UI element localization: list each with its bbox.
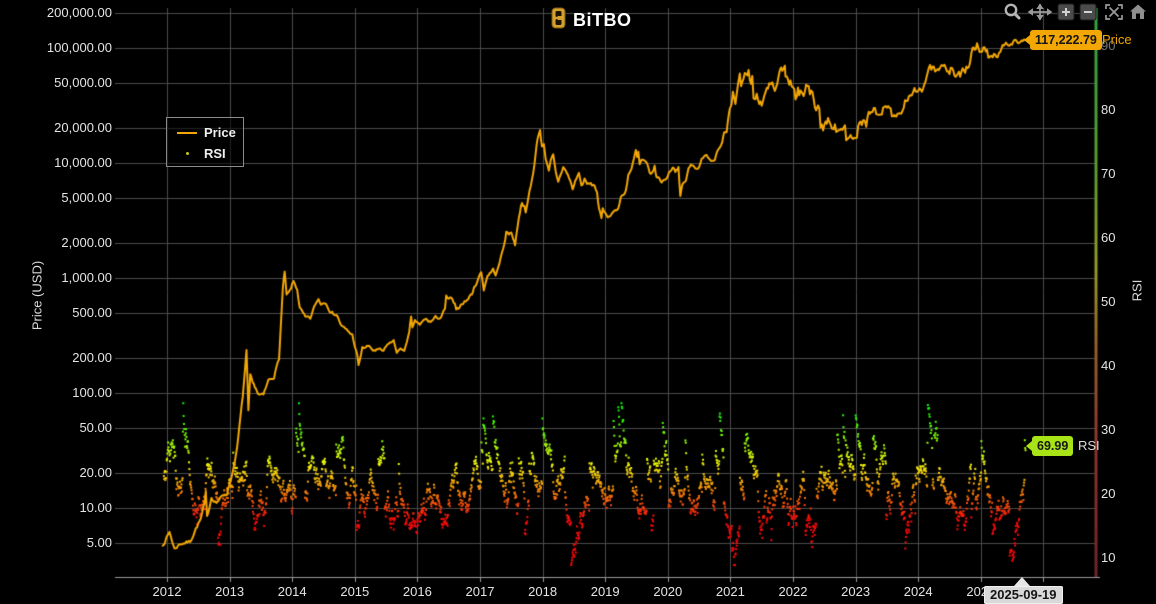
x-tick-label: 2022 xyxy=(778,584,808,599)
rsi-tick-label: 90 xyxy=(1101,38,1116,53)
price-last-value-badge: 117,222.79 xyxy=(1024,30,1102,50)
x-tick-label: 2020 xyxy=(653,584,683,599)
date-tooltip: 2025-09-19 xyxy=(984,586,1063,604)
x-tick-label: 2015 xyxy=(340,584,370,599)
bitbo-logo: BiTBO xyxy=(551,7,632,34)
price-tick-label: 200.00 xyxy=(72,350,112,366)
price-tick-label: 20,000.00 xyxy=(54,120,112,136)
plus-icon[interactable] xyxy=(1057,3,1075,21)
price-tick-label: 10.00 xyxy=(79,500,112,515)
price-tick-label: 5.00 xyxy=(86,534,112,550)
price-tick-label: 100,000.00 xyxy=(46,40,112,55)
price-tick-label: 2,000.00 xyxy=(61,235,112,251)
legend-item-price[interactable]: Price xyxy=(177,122,243,143)
x-tick-label: 2024 xyxy=(903,584,933,599)
x-tick-label: 2013 xyxy=(215,584,245,599)
bitcoin-badge-icon xyxy=(551,7,567,34)
price-tick-label: 20.00 xyxy=(79,465,112,481)
rsi-axis-title: RSI xyxy=(1129,279,1145,302)
price-tick-label: 100.00 xyxy=(72,385,112,400)
x-tick-label: 2018 xyxy=(528,584,558,599)
price-tick-label: 1,000.00 xyxy=(61,270,112,285)
rsi-tick-label: 20 xyxy=(1101,486,1116,501)
rsi-tick-label: 40 xyxy=(1101,358,1116,373)
price-line-swatch xyxy=(177,131,197,134)
home-icon[interactable] xyxy=(1130,4,1146,20)
rsi-tick-label: 10 xyxy=(1101,550,1116,565)
rsi-dot-swatch xyxy=(177,152,197,155)
rsi-tick-label: 30 xyxy=(1101,422,1116,437)
price-tick-label: 50,000.00 xyxy=(54,74,112,90)
tooltip-caret xyxy=(1014,577,1030,586)
price-tick-label: 50.00 xyxy=(79,419,112,435)
price-axis-title: Price (USD) xyxy=(29,260,45,331)
rsi-tick-label: 80 xyxy=(1101,102,1116,117)
logo-text: BiTBO xyxy=(573,10,632,30)
rsi-last-value-badge: 69.99 xyxy=(1025,436,1074,456)
price-tick-label: 5,000.00 xyxy=(61,189,112,205)
x-tick-label: 2014 xyxy=(277,584,307,599)
rsi-tick-label: 60 xyxy=(1101,230,1116,245)
price-tick-label: 500.00 xyxy=(72,304,112,320)
move-arrows-icon[interactable] xyxy=(1027,3,1053,21)
x-tick-label: 2021 xyxy=(715,584,745,599)
legend-rsi-label: RSI xyxy=(204,146,226,161)
chart-legend: Price RSI xyxy=(166,117,244,167)
expand-icon[interactable] xyxy=(1105,4,1123,20)
x-tick-label: 2012 xyxy=(152,584,182,599)
price-tick-label: 10,000.00 xyxy=(54,155,112,170)
rsi-tick-label: 70 xyxy=(1101,166,1116,181)
x-tick-label: 2017 xyxy=(465,584,495,599)
legend-item-rsi[interactable]: RSI xyxy=(177,143,243,164)
minus-icon[interactable] xyxy=(1079,3,1097,21)
price-axis-badge-label: Price xyxy=(1102,32,1132,47)
price-tick-label: 200,000.00 xyxy=(46,5,112,21)
magnifier-icon[interactable] xyxy=(1004,3,1021,20)
x-tick-label: 2023 xyxy=(841,584,871,599)
chart-toolbar xyxy=(1004,3,1146,21)
x-tick-label: 2016 xyxy=(402,584,432,599)
x-tick-label: 2019 xyxy=(590,584,620,599)
rsi-tick-label: 50 xyxy=(1101,294,1116,309)
rsi-axis-badge-label: RSI xyxy=(1078,438,1100,453)
legend-price-label: Price xyxy=(204,125,236,140)
